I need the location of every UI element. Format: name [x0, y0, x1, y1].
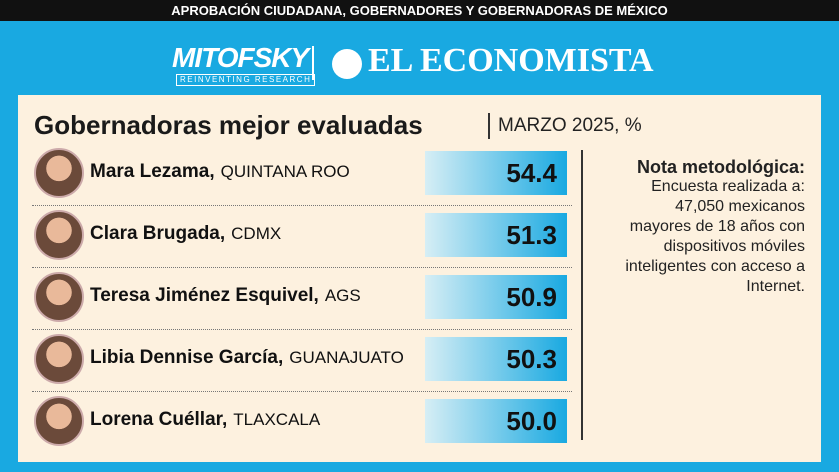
person: Libia Dennise García, GUANAJUATO [90, 347, 404, 369]
logo-tagline: REINVENTING RESEARCH [176, 74, 316, 86]
row-separator [32, 205, 572, 206]
panel: Gobernadoras mejor evaluadas MARZO 2025,… [18, 95, 821, 462]
avatar [34, 334, 84, 384]
banner: APROBACIÓN CIUDADANA, GOBERNADORES Y GOB… [0, 0, 839, 21]
value: 50.9 [425, 275, 567, 319]
person: Lorena Cuéllar, TLAXCALA [90, 409, 320, 431]
value: 50.0 [425, 399, 567, 443]
row: Mara Lezama, QUINTANA ROO 54.4 [32, 143, 572, 203]
state: AGS [324, 286, 361, 305]
row-separator [32, 329, 572, 330]
state: TLAXCALA [233, 410, 321, 429]
state: GUANAJUATO [289, 348, 404, 367]
logo-separator [312, 46, 314, 80]
state: QUINTANA ROO [220, 162, 350, 181]
title-separator [488, 113, 490, 139]
logo-economista: EL ECONOMISTA [368, 42, 654, 79]
state: CDMX [231, 224, 282, 243]
note-title: Nota metodológica: [636, 157, 805, 177]
note-line: Encuesta realizada a: [651, 178, 805, 195]
name: Teresa Jiménez Esquivel, [90, 285, 319, 306]
name: Lorena Cuéllar, [90, 409, 228, 430]
row-separator [32, 391, 572, 392]
person: Mara Lezama, QUINTANA ROO [90, 161, 350, 183]
logo-mitofsky: MITOFSKY [172, 42, 309, 73]
avatar [34, 210, 84, 260]
row: Libia Dennise García, GUANAJUATO 50.3 [32, 329, 572, 389]
note-line: mayores de 18 años con [629, 218, 805, 235]
name: Mara Lezama, [90, 161, 215, 182]
logo-icon [332, 49, 362, 79]
avatar [34, 272, 84, 322]
person: Clara Brugada, CDMX [90, 223, 281, 245]
note-line: 47,050 mexicanos [675, 198, 805, 215]
avatar [34, 148, 84, 198]
person: Teresa Jiménez Esquivel, AGS [90, 285, 361, 307]
note-line: inteligentes con acceso a [625, 258, 805, 275]
row: Lorena Cuéllar, TLAXCALA 50.0 [32, 391, 572, 451]
name: Libia Dennise García, [90, 347, 284, 368]
row: Teresa Jiménez Esquivel, AGS 50.9 [32, 267, 572, 327]
value: 51.3 [425, 213, 567, 257]
value: 54.4 [425, 151, 567, 195]
value: 50.3 [425, 337, 567, 381]
row: Clara Brugada, CDMX 51.3 [32, 205, 572, 265]
note-line: Internet. [746, 278, 805, 295]
avatar [34, 396, 84, 446]
note: Nota metodológica: Encuesta realizada a: 4… [625, 157, 805, 297]
panel-title: Gobernadoras mejor evaluadas [34, 110, 423, 140]
row-separator [32, 267, 572, 268]
note-line: dispositivos móviles [663, 238, 805, 255]
logos: MITOFSKY REINVENTING RESEARCH EL ECONOMI… [0, 36, 839, 88]
name: Clara Brugada, [90, 223, 226, 244]
divider [581, 150, 583, 440]
panel-subtitle: MARZO 2025, % [498, 115, 642, 136]
